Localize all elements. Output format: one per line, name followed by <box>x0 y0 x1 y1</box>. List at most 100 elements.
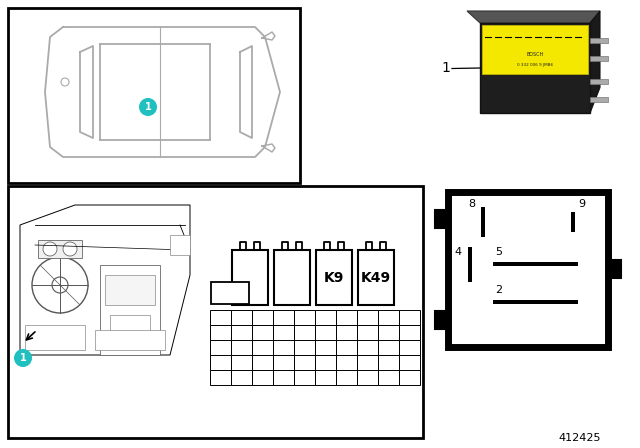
Bar <box>378 355 399 370</box>
Bar <box>316 250 352 305</box>
Bar <box>294 355 315 370</box>
Bar <box>210 355 231 370</box>
Bar <box>25 325 85 350</box>
Text: 5: 5 <box>495 247 502 257</box>
Bar <box>493 262 578 266</box>
Bar <box>252 370 273 385</box>
Text: 0 332 006 9 JMB6: 0 332 006 9 JMB6 <box>517 63 553 67</box>
Polygon shape <box>467 11 600 23</box>
Bar <box>480 23 590 113</box>
Bar <box>336 325 357 340</box>
Circle shape <box>32 257 88 313</box>
Bar <box>8 186 423 438</box>
Polygon shape <box>590 11 600 113</box>
Bar <box>357 325 378 340</box>
Bar <box>336 340 357 355</box>
Text: 412425: 412425 <box>559 433 601 443</box>
Bar <box>210 370 231 385</box>
Circle shape <box>61 78 69 86</box>
Bar <box>273 355 294 370</box>
Bar <box>231 340 252 355</box>
Bar <box>315 325 336 340</box>
Bar <box>231 370 252 385</box>
Bar <box>357 310 378 325</box>
Bar <box>571 212 575 232</box>
Bar <box>211 282 249 304</box>
Bar <box>448 192 608 347</box>
Bar <box>210 310 231 325</box>
Text: 1: 1 <box>441 61 450 76</box>
Bar <box>273 340 294 355</box>
Bar <box>274 250 310 305</box>
Bar <box>378 310 399 325</box>
Text: 1: 1 <box>145 102 152 112</box>
Bar <box>100 265 160 355</box>
Bar <box>110 315 150 340</box>
Bar <box>357 340 378 355</box>
Bar <box>210 340 231 355</box>
Bar <box>481 207 485 237</box>
Text: 2: 2 <box>495 285 502 295</box>
Circle shape <box>63 242 77 256</box>
Bar <box>336 310 357 325</box>
Bar <box>378 370 399 385</box>
Bar <box>294 325 315 340</box>
Text: K9: K9 <box>324 271 344 284</box>
Bar <box>435 210 448 228</box>
Bar <box>95 330 165 350</box>
Bar <box>231 310 252 325</box>
Text: BOSCH: BOSCH <box>526 52 543 57</box>
Bar <box>105 275 155 305</box>
Bar <box>399 310 420 325</box>
Bar <box>232 250 268 305</box>
Bar <box>399 370 420 385</box>
Bar <box>590 56 608 61</box>
Bar <box>252 325 273 340</box>
Bar <box>294 370 315 385</box>
Bar <box>273 370 294 385</box>
Bar <box>435 311 448 329</box>
Circle shape <box>14 349 32 367</box>
Bar <box>315 355 336 370</box>
Bar <box>170 235 190 255</box>
Circle shape <box>52 277 68 293</box>
Bar <box>493 300 578 304</box>
Bar <box>358 250 394 305</box>
Bar <box>590 79 608 84</box>
Bar <box>357 370 378 385</box>
Bar <box>399 340 420 355</box>
Circle shape <box>43 242 57 256</box>
Bar <box>315 370 336 385</box>
Bar <box>399 355 420 370</box>
Bar <box>608 260 621 278</box>
Text: 4: 4 <box>455 247 462 257</box>
Bar <box>231 325 252 340</box>
Bar <box>210 325 231 340</box>
Bar <box>336 370 357 385</box>
Bar <box>378 340 399 355</box>
Bar <box>315 340 336 355</box>
Bar <box>336 355 357 370</box>
Bar <box>273 325 294 340</box>
Bar <box>357 355 378 370</box>
Bar <box>273 310 294 325</box>
Bar <box>468 247 472 282</box>
Text: 8: 8 <box>468 199 475 209</box>
Bar <box>315 310 336 325</box>
Bar <box>590 97 608 102</box>
Bar <box>294 340 315 355</box>
Bar <box>8 8 300 183</box>
Circle shape <box>139 98 157 116</box>
Bar <box>399 325 420 340</box>
Bar <box>482 25 588 74</box>
Bar <box>294 310 315 325</box>
Bar <box>252 340 273 355</box>
Bar <box>590 39 608 43</box>
Bar <box>231 355 252 370</box>
Text: 1: 1 <box>20 353 26 363</box>
Bar <box>252 355 273 370</box>
Bar <box>378 325 399 340</box>
Text: 9: 9 <box>578 199 585 209</box>
Text: K49: K49 <box>361 271 391 284</box>
Bar <box>38 240 82 258</box>
